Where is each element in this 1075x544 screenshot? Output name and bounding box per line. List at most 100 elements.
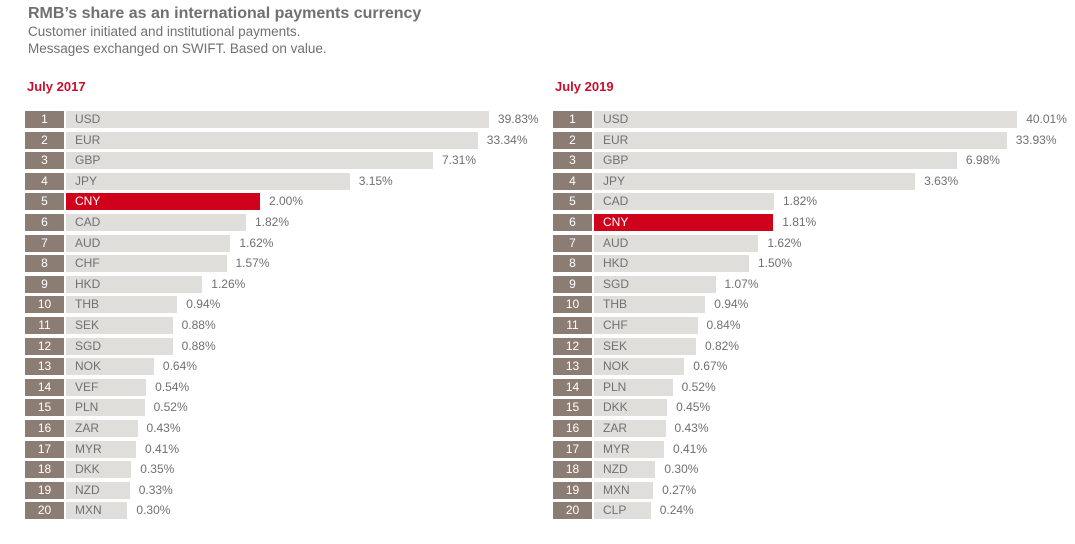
value-label: 0.64% — [162, 359, 197, 373]
value-label: 0.43% — [146, 421, 181, 435]
value-label: 0.84% — [706, 318, 741, 332]
rank-label: 9 — [553, 276, 592, 293]
category-label: SGD — [75, 339, 102, 353]
category-label: PLN — [603, 380, 627, 394]
value-label: 40.01% — [1026, 112, 1067, 126]
bar-sgd — [594, 276, 716, 293]
rank-label: 19 — [553, 482, 592, 499]
value-label: 0.82% — [705, 339, 740, 353]
value-label: 0.88% — [181, 339, 216, 353]
category-label: PLN — [75, 400, 99, 414]
bar-sgd — [66, 338, 173, 355]
value-label: 1.26% — [211, 277, 246, 291]
category-label: SGD — [603, 277, 630, 291]
category-label: ZAR — [603, 421, 627, 435]
value-label: 0.52% — [681, 380, 716, 394]
bar-gbp — [594, 152, 957, 169]
rank-label: 12 — [25, 338, 64, 355]
value-label: 0.94% — [186, 297, 221, 311]
bar-myr — [594, 441, 664, 458]
value-label: 3.63% — [924, 174, 959, 188]
rank-label: 20 — [25, 502, 64, 519]
value-label: 6.98% — [965, 153, 1000, 167]
bar-chf — [594, 317, 698, 334]
rank-label: 18 — [553, 461, 592, 478]
value-label: 0.24% — [659, 503, 694, 517]
rank-label: 18 — [25, 461, 64, 478]
category-label: CHF — [75, 256, 100, 270]
bar-eur — [594, 132, 1007, 149]
category-label: MYR — [75, 442, 102, 456]
bar-cny — [66, 193, 260, 210]
rank-label: 9 — [25, 276, 64, 293]
value-label: 0.54% — [155, 380, 190, 394]
rank-label: 10 — [25, 296, 64, 313]
bar-jpy — [66, 173, 350, 190]
category-label: USD — [603, 112, 629, 126]
rank-label: 4 — [553, 173, 592, 190]
bar-mxn — [594, 482, 654, 499]
category-label: MXN — [75, 503, 102, 517]
rank-label: 1 — [553, 111, 592, 128]
rank-label: 15 — [553, 399, 592, 416]
rank-label: 1 — [25, 111, 64, 128]
category-label: CAD — [75, 215, 101, 229]
category-label: MYR — [603, 442, 630, 456]
value-label: 3.15% — [358, 174, 393, 188]
rank-label: 19 — [25, 482, 64, 499]
category-label: JPY — [75, 174, 98, 188]
category-label: CAD — [603, 194, 629, 208]
value-label: 1.57% — [235, 256, 270, 270]
value-label: 0.52% — [153, 400, 188, 414]
rank-label: 10 — [553, 296, 592, 313]
value-label: 33.93% — [1015, 133, 1057, 147]
rank-label: 7 — [25, 235, 64, 252]
category-label: THB — [603, 297, 627, 311]
category-label: NOK — [75, 359, 102, 373]
bar-pln — [66, 399, 145, 416]
rank-label: 2 — [25, 132, 64, 149]
category-label: CHF — [603, 318, 628, 332]
bar-chart-2017: 1 USD 39.83% 2 EUR 33.34% 3 GBP 7.31% 4 JPY 3.15% 5 C… — [25, 111, 539, 523]
value-label: 0.33% — [138, 483, 173, 497]
rank-label: 20 — [553, 502, 592, 519]
chart-subtitle-line-2: Messages exchanged on SWIFT. Based on va… — [28, 41, 327, 56]
value-label: 1.07% — [724, 277, 759, 291]
bar-sek — [66, 317, 173, 334]
category-label: NZD — [603, 462, 628, 476]
value-label: 39.83% — [497, 112, 539, 126]
value-label: 33.34% — [486, 133, 528, 147]
category-label: JPY — [603, 174, 626, 188]
rank-label: 6 — [25, 214, 64, 231]
category-label: MXN — [603, 483, 630, 497]
value-label: 0.67% — [693, 359, 728, 373]
bar-cny — [594, 214, 774, 231]
rank-label: 16 — [25, 420, 64, 437]
category-label: EUR — [603, 133, 629, 147]
bar-pln — [594, 379, 673, 396]
bar-thb — [66, 296, 178, 313]
bar-gbp — [66, 152, 433, 169]
bar-dkk — [594, 399, 668, 416]
bar-zar — [66, 420, 138, 437]
bar-sek — [594, 338, 696, 355]
rank-label: 5 — [553, 193, 592, 210]
value-label: 7.31% — [442, 153, 477, 167]
rank-label: 5 — [25, 193, 64, 210]
rank-label: 12 — [553, 338, 592, 355]
value-label: 0.45% — [676, 400, 711, 414]
rank-label: 14 — [553, 379, 592, 396]
value-label: 1.82% — [783, 194, 818, 208]
value-label: 0.41% — [673, 442, 708, 456]
rank-label: 4 — [25, 173, 64, 190]
panel-title-2017: July 2017 — [27, 79, 86, 94]
rank-label: 3 — [25, 152, 64, 169]
rank-label: 3 — [553, 152, 592, 169]
bar-hkd — [66, 276, 203, 293]
rank-label: 11 — [553, 317, 592, 334]
category-label: AUD — [603, 236, 629, 250]
rank-label: 7 — [553, 235, 592, 252]
value-label: 0.30% — [664, 462, 699, 476]
category-label: CNY — [603, 215, 629, 229]
value-label: 0.27% — [662, 483, 697, 497]
